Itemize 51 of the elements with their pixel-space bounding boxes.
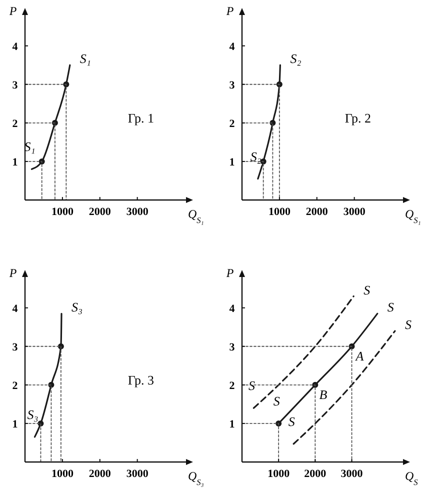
series-label: S xyxy=(273,393,280,408)
x-tick-label: 2000 xyxy=(306,206,328,218)
text: S₃ xyxy=(72,300,83,315)
y-tick-label: 2 xyxy=(229,380,236,392)
y-tick-label: 4 xyxy=(229,40,236,53)
x-tick-label: 1000 xyxy=(51,468,74,480)
y-tick-label: 1 xyxy=(229,418,235,430)
y-axis-title: P xyxy=(225,266,234,280)
x-tick-label: 1000 xyxy=(268,206,291,218)
series-label: S xyxy=(404,316,412,332)
annotation: B xyxy=(319,386,328,402)
x-tick-label: 1000 xyxy=(51,206,74,218)
y-axis-title: P xyxy=(8,4,18,18)
x-axis-title: Q$_{S}$ xyxy=(405,469,419,486)
annotation: Гр. 1 xyxy=(128,110,154,126)
annotation: Гр. 3 xyxy=(128,372,154,388)
x-axis-title: Q$_{S₃}$ xyxy=(188,469,204,486)
x-tick-label: 3000 xyxy=(126,468,149,480)
series-label: S₂ xyxy=(250,148,262,164)
y-tick-label: 2 xyxy=(229,118,236,130)
y-tick-label: 1 xyxy=(12,418,18,430)
text: S₁ xyxy=(80,51,91,66)
x-axis-title: Q$_{S₁}$ xyxy=(405,207,421,224)
annotation: Гр. 2 xyxy=(344,110,372,126)
y-tick-label: 3 xyxy=(12,341,18,354)
y-tick-label: 2 xyxy=(12,118,18,130)
y-tick-label: 3 xyxy=(229,341,236,354)
series-label: S₃ xyxy=(27,406,38,422)
y-tick-label: 3 xyxy=(12,79,18,92)
text: S₂ xyxy=(290,51,302,66)
y-axis-title: P xyxy=(8,266,18,280)
x-tick-label: 2000 xyxy=(88,468,112,480)
x-tick-label: 3000 xyxy=(126,206,149,218)
y-tick-label: 4 xyxy=(12,302,18,315)
annotation: A xyxy=(354,348,364,364)
y-tick-label: 3 xyxy=(229,79,236,92)
y-tick-label: 1 xyxy=(229,156,235,168)
y-tick-label: 4 xyxy=(12,40,18,53)
x-tick-label: 3000 xyxy=(340,468,364,480)
text: S xyxy=(387,300,394,315)
x-tick-label: 3000 xyxy=(343,206,366,218)
y-tick-label: 1 xyxy=(12,156,18,168)
x-tick-label: 2000 xyxy=(304,468,327,480)
y-axis-title: P xyxy=(225,4,234,18)
series-label: S xyxy=(364,282,371,298)
x-tick-label: 1000 xyxy=(268,468,290,480)
y-tick-label: 4 xyxy=(229,302,236,315)
x-axis-title: Q$_{S₁}$ xyxy=(188,207,204,224)
text: S xyxy=(288,414,295,429)
y-tick-label: 2 xyxy=(12,380,18,392)
x-tick-label: 2000 xyxy=(88,206,112,218)
